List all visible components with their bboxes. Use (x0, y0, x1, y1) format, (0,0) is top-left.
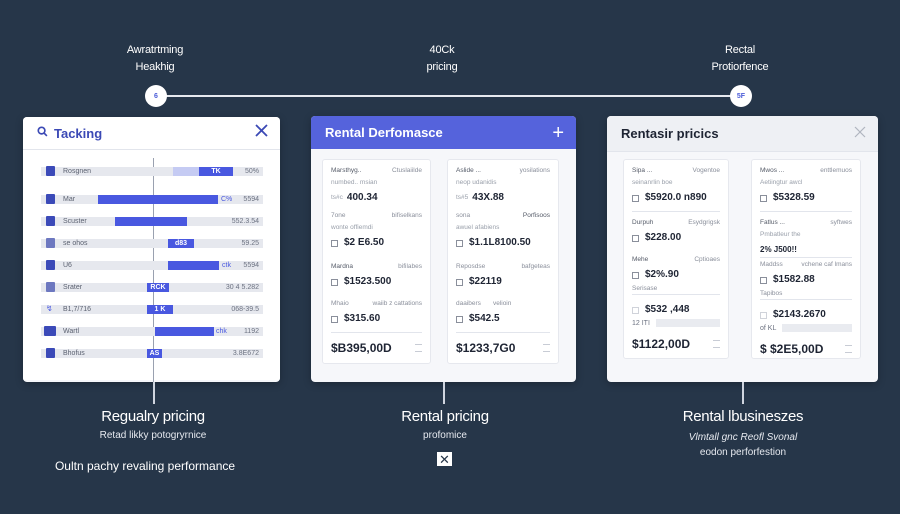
menu-icon[interactable] (415, 344, 422, 352)
caption-left-title: Regualry pricing (101, 408, 205, 425)
table-row[interactable]: Mar C% 5594 (41, 194, 263, 204)
performance-card-header: Rental Derfomasce + (311, 116, 576, 149)
checkbox[interactable] (331, 239, 338, 247)
pricing-panel-2: Mwos ... enttlemuos Aetiingtur awcl $5328… (751, 159, 861, 359)
timeline-step-1-label: Awratrtming Heakhig (126, 44, 184, 73)
checkbox[interactable] (632, 271, 639, 279)
table-row[interactable]: Bhofus AS 3.8E672 (41, 348, 263, 358)
checkbox[interactable] (760, 311, 767, 319)
tracking-chart: Rosgnen TK 50% Mar C% 5594 Scuster 552.3… (23, 150, 280, 382)
checkbox[interactable] (760, 194, 767, 202)
clipboard-icon (46, 238, 55, 248)
plus-icon[interactable]: + (552, 121, 564, 144)
menu-icon[interactable] (543, 344, 550, 352)
close-icon[interactable] (854, 125, 866, 143)
performance-panel-2: Aslide ... yosilations neop udanidis ts#5… (447, 159, 559, 364)
table-row[interactable]: U6 ctk 5594 (41, 260, 263, 270)
gift-icon (46, 348, 55, 358)
pricing-card: Rentasir pricics Sipa ... Vogentoe seinan… (607, 116, 878, 382)
total-amount: $1122,00D (632, 337, 691, 351)
menu-icon[interactable] (845, 345, 852, 353)
timeline-line (160, 95, 740, 97)
menu-icon[interactable] (713, 340, 720, 348)
checkbox[interactable] (331, 278, 338, 286)
chart-axis (153, 158, 154, 382)
search-icon[interactable] (37, 124, 48, 142)
connector-right (742, 382, 744, 404)
connector-center (443, 382, 445, 404)
document-icon (46, 194, 55, 204)
total-amount: $B395,00D (331, 341, 392, 355)
checkbox[interactable] (456, 278, 463, 286)
timeline-node-end[interactable]: 5F (730, 85, 752, 107)
caption-left-subtitle: Retad likky potogryrnice (99, 430, 207, 441)
timeline-node-start[interactable]: 6 (145, 85, 167, 107)
caption-right-subtitle-1: Vlmtall gnc Reofl Svonal (688, 432, 798, 443)
checkbox[interactable] (632, 194, 639, 202)
checkbox[interactable] (456, 239, 463, 247)
caption-left-line: Oultn pachy revaling performance (54, 459, 236, 473)
table-row[interactable]: Rosgnen TK 50% (41, 166, 263, 176)
pricing-panel-1: Sipa ... Vogentoe seinanrlin boe $5920.0 … (623, 159, 729, 359)
tracking-card: Tacking Rosgnen TK 50% Mar C% 5594 Scust… (23, 117, 280, 382)
pricing-card-title: Rentasir pricics (621, 126, 719, 141)
total-amount: $ $2E5,00D (760, 342, 824, 356)
table-row[interactable]: Wartl chk 1192 (41, 326, 263, 336)
total-amount: $1233,7G0 (456, 341, 516, 355)
caption-right-title: Rental lbusineszes (682, 408, 804, 425)
table-row[interactable]: Srater RCK 30 4 5.282 (41, 282, 263, 292)
tracking-card-title: Tacking (54, 125, 103, 141)
timeline-step-2-label: 40Ck pricing (426, 44, 458, 73)
table-row[interactable]: ↯ B1,7/716 1 K 068-39.5 (41, 304, 263, 314)
link-icon: ↯ (46, 304, 53, 313)
caption-center-title: Rental pricing (401, 408, 489, 425)
tag-icon (46, 166, 55, 176)
performance-panel-1: Marsthyg.. Ctuslaiilde numbed.. msian ts#… (322, 159, 431, 364)
calendar-icon (46, 282, 55, 292)
close-icon[interactable] (255, 124, 268, 142)
checkbox[interactable] (760, 276, 767, 284)
caption-center-subtitle: profomice (423, 430, 467, 441)
close-box-icon[interactable]: ✕ (437, 452, 452, 466)
timeline-step-3-label: Rectal Protiorfence (711, 44, 769, 73)
store-icon (44, 326, 56, 336)
checkbox[interactable] (632, 306, 639, 314)
performance-card-title: Rental Derfomasce (325, 125, 443, 140)
checkbox[interactable] (632, 234, 639, 242)
table-row[interactable]: se ohos d83 59.25 (41, 238, 263, 248)
checkbox[interactable] (331, 315, 338, 323)
checkbox[interactable] (456, 315, 463, 323)
pricing-card-header: Rentasir pricics (607, 116, 878, 152)
connector-left (153, 382, 155, 404)
table-row[interactable]: Scuster 552.3.54 (41, 216, 263, 226)
card-icon (46, 260, 55, 270)
performance-card: Rental Derfomasce + Marsthyg.. Ctuslaiild… (311, 116, 576, 382)
amount: 400.34 (346, 192, 378, 203)
tracking-card-header: Tacking (23, 117, 280, 150)
chart-icon (46, 216, 55, 226)
caption-right-subtitle-2: eodon perforfestion (699, 447, 787, 458)
